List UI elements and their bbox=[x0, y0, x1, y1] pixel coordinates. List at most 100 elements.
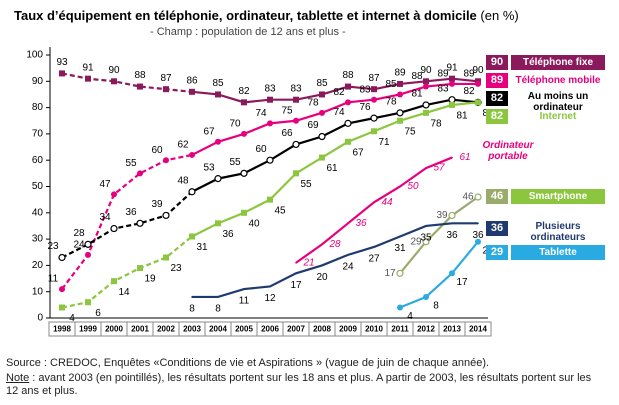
marker bbox=[397, 304, 403, 311]
marker bbox=[163, 254, 169, 261]
marker bbox=[345, 138, 351, 145]
data-label: 82 bbox=[463, 86, 475, 97]
data-label: 24 bbox=[342, 262, 354, 273]
data-label: 21 bbox=[302, 257, 314, 268]
data-label: 88 bbox=[134, 70, 146, 81]
data-label: 91 bbox=[446, 62, 458, 73]
series-line bbox=[61, 153, 193, 290]
marker bbox=[422, 238, 430, 246]
x-tick-label: 2012 bbox=[417, 325, 435, 334]
marker bbox=[425, 167, 427, 169]
data-label: 36 bbox=[222, 229, 234, 240]
data-label: 44 bbox=[381, 197, 393, 208]
marker bbox=[370, 114, 378, 122]
marker bbox=[422, 101, 430, 109]
x-tick-label: 2004 bbox=[209, 325, 227, 334]
series-line bbox=[61, 190, 193, 259]
subtitle: - Champ : population de 12 ans et plus - bbox=[150, 26, 346, 38]
data-label: 86 bbox=[186, 75, 198, 86]
legend-value: 90 bbox=[486, 55, 508, 70]
data-label: 28 bbox=[73, 228, 85, 239]
series-line bbox=[61, 235, 193, 309]
data-label: 8 bbox=[215, 304, 221, 315]
legend-value: 36 bbox=[486, 221, 508, 236]
legend-value: 89 bbox=[486, 73, 508, 88]
marker bbox=[241, 209, 247, 216]
marker bbox=[449, 101, 455, 108]
marker bbox=[477, 222, 479, 225]
marker bbox=[189, 233, 195, 240]
marker bbox=[347, 254, 349, 256]
data-label: 81 bbox=[411, 89, 423, 100]
marker bbox=[111, 191, 117, 198]
data-label: 17 bbox=[456, 277, 468, 288]
x-tick-box bbox=[464, 321, 492, 337]
x-tick-label: 2008 bbox=[313, 325, 331, 334]
data-label: 53 bbox=[203, 162, 215, 173]
data-label: 69 bbox=[307, 120, 319, 131]
marker bbox=[191, 296, 193, 298]
legend-value: 82 bbox=[486, 91, 508, 106]
data-label: 39 bbox=[436, 210, 448, 221]
y-tick-label: 60 bbox=[32, 155, 44, 166]
data-label: 48 bbox=[177, 175, 189, 186]
marker bbox=[373, 201, 375, 204]
marker bbox=[241, 99, 247, 106]
marker bbox=[293, 117, 299, 124]
marker bbox=[319, 109, 325, 116]
marker bbox=[397, 80, 403, 87]
x-tick-label: 2003 bbox=[183, 325, 201, 334]
marker bbox=[85, 299, 91, 306]
data-label: 83 bbox=[290, 83, 302, 94]
marker bbox=[321, 264, 323, 267]
marker bbox=[474, 193, 482, 201]
marker bbox=[344, 119, 352, 127]
marker bbox=[58, 253, 66, 262]
legend-entry: Smartphone bbox=[511, 189, 605, 204]
data-label: 40 bbox=[248, 218, 260, 229]
data-label: 45 bbox=[274, 205, 286, 216]
marker bbox=[396, 269, 404, 277]
marker bbox=[215, 91, 221, 98]
marker bbox=[136, 219, 144, 227]
marker bbox=[396, 109, 404, 117]
marker bbox=[240, 169, 248, 177]
marker bbox=[189, 151, 195, 158]
y-tick-label: 0 bbox=[37, 313, 43, 324]
marker bbox=[214, 175, 222, 183]
data-label: 23 bbox=[170, 263, 182, 274]
y-tick-label: 90 bbox=[32, 76, 44, 87]
marker bbox=[423, 78, 429, 85]
data-label: 17 bbox=[384, 268, 396, 279]
data-label: 61 bbox=[459, 152, 470, 163]
chart: 0 10 20 30 40 50 60 70 80 90 100 1998 1999 2000 2001 20… bbox=[26, 47, 494, 337]
marker bbox=[345, 83, 351, 90]
data-label: 90 bbox=[108, 65, 120, 76]
data-label: 14 bbox=[118, 287, 130, 298]
marker bbox=[449, 75, 455, 82]
data-label: 8 bbox=[189, 304, 195, 315]
y-tick-label: 80 bbox=[32, 102, 44, 113]
data-label: 11 bbox=[239, 296, 250, 307]
data-label: 91 bbox=[82, 62, 94, 73]
legend-entry: Au moins un ordinateur bbox=[527, 91, 589, 113]
title-row: Taux d’équipement en téléphonie, ordinat… bbox=[14, 8, 519, 23]
data-label: 29 bbox=[410, 236, 422, 247]
y-tick-label: 20 bbox=[32, 260, 44, 271]
marker bbox=[347, 222, 349, 225]
data-label: 70 bbox=[229, 119, 241, 130]
data-label: 28 bbox=[328, 239, 341, 250]
marker bbox=[371, 96, 377, 103]
data-label: 8 bbox=[433, 301, 439, 312]
marker bbox=[241, 130, 247, 137]
series-line bbox=[191, 82, 478, 156]
note-text: : avant 2003 (en pointillés), les résult… bbox=[6, 372, 592, 397]
marker bbox=[267, 196, 273, 203]
title-unit: (en %) bbox=[480, 8, 519, 23]
marker bbox=[293, 96, 299, 103]
marker bbox=[293, 170, 299, 177]
data-label: 60 bbox=[255, 144, 267, 155]
data-label: 82 bbox=[333, 87, 345, 98]
marker bbox=[451, 222, 453, 225]
